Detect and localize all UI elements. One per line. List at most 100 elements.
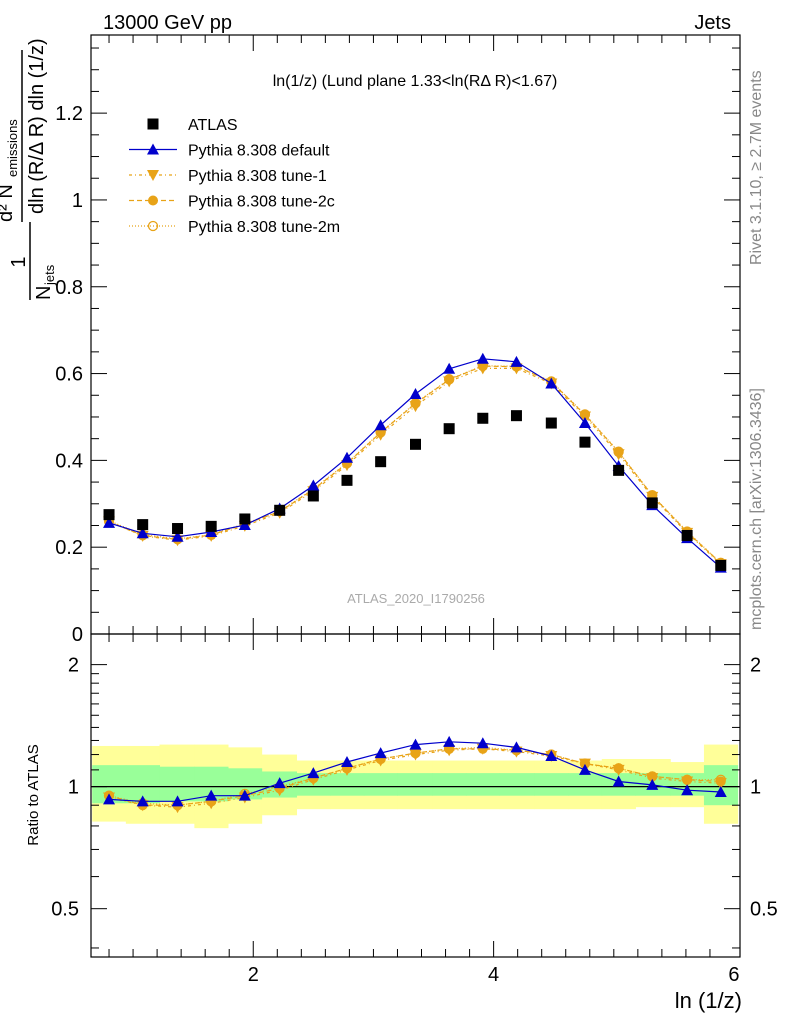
pythia-8-308-default-ratio-point [443, 735, 456, 747]
atlas-point [410, 438, 421, 450]
pythia-8-308-default-ratio-point [578, 763, 591, 775]
pythia-8-308-default-point [103, 516, 116, 528]
y-tick-label: 0.8 [55, 277, 83, 299]
pythia-8-308-default-point [476, 352, 489, 364]
atlas-point [443, 423, 455, 435]
atlas-point [341, 474, 353, 486]
pythia-8-308-default-ratio-point [476, 737, 489, 749]
main-panel: 0 0.2 0.4 0.6 0.8 1 1.2 ln(1/z) (Lund plane 1.… [0, 34, 741, 646]
ratio-frame [90, 633, 741, 958]
y-axis-label: 1 N jets d² N emissions dln (R/Δ R) dln … [0, 38, 57, 300]
pythia-8-308-default-ratio-point [307, 767, 320, 779]
pythia-8-308-default-point [578, 417, 591, 429]
legend-item-pythia-8-308-default: Pythia 8.308 default [129, 143, 330, 160]
band-inner-bin [397, 773, 433, 796]
atlas-point [715, 559, 727, 571]
pythia-8-308-default-point [409, 387, 422, 399]
atlas-point [646, 497, 658, 509]
legend-item-pythia-8-308-tune-2c: Pythia 8.308 tune-2c [129, 194, 335, 211]
legend-label: Pythia 8.308 tune-2c [188, 194, 335, 211]
pythia-8-308-default-point [171, 530, 184, 542]
y-tick-label: 0.4 [55, 450, 83, 472]
pythia-8-308-default-point [307, 479, 320, 491]
legend: ATLAS Pythia 8.308 default Pythia 8.308 tu… [129, 117, 340, 236]
legend-item-pythia-8-308-tune-2m: Pythia 8.308 tune-2m [129, 219, 340, 236]
band-inner-bin [465, 773, 501, 796]
ratio-y-tick-label-right: 1 [750, 777, 761, 799]
atlas-point [307, 490, 319, 502]
pythia-8-308-tune-1-point [409, 401, 422, 413]
pythia-8-308-tune-1-point [646, 491, 659, 503]
pythia-8-308-default-point [340, 451, 353, 463]
band-inner-bin [432, 773, 467, 796]
atlas-point [103, 509, 115, 521]
band-inner-bin [499, 773, 535, 796]
pythia-8-308-tune-1-ratio-point [205, 798, 218, 810]
legend-marker [147, 170, 159, 181]
pythia-8-308-default-ratio-point [612, 775, 625, 787]
pythia-8-308-default-ratio-point [340, 756, 353, 768]
pythia-8-308-default-ratio-point [374, 747, 387, 759]
atlas-point [681, 529, 693, 541]
pythia-8-308-default-ratio-point [238, 789, 251, 801]
legend-label: Pythia 8.308 tune-1 [188, 168, 327, 185]
band-inner-bin [363, 773, 398, 796]
header-left: 13000 GeV pp [103, 12, 232, 34]
svg-text:dln (R/Δ R) dln (1/z): dln (R/Δ R) dln (1/z) [26, 38, 48, 214]
pythia-8-308-tune-1-ratio-point [374, 755, 387, 767]
pythia-8-308-default-ratio-point [545, 750, 558, 762]
pythia-8-308-tune-1-ratio-point [443, 745, 456, 757]
pythia-8-308-default-ratio-point [136, 795, 149, 807]
pythia-8-308-default-ratio-point [510, 741, 523, 753]
ratio-y-tick-label-right: 2 [750, 655, 761, 677]
pythia-8-308-tune-1-point [578, 411, 591, 423]
main-axes: 0 0.2 0.4 0.6 0.8 1 1.2 [55, 35, 740, 646]
legend-label: Pythia 8.308 tune-2m [188, 219, 340, 236]
ratio-y-label: Ratio to ATLAS [25, 744, 42, 845]
pythia-8-308-tune-1-ratio-point [714, 778, 727, 790]
atlas-point [477, 412, 489, 424]
band-inner-bin [330, 773, 365, 796]
y-tick-label: 0.6 [55, 364, 83, 386]
svg-text:N: N [33, 286, 55, 300]
x-tick-label: 6 [728, 964, 739, 986]
band-inner-bin [159, 766, 195, 802]
pythia-8-308-tune-1-ratio-point [340, 764, 353, 776]
svg-text:1: 1 [8, 256, 30, 267]
ratio-series-pythia-8-308-default [103, 735, 727, 807]
pythia-8-308-default-ratio-point [273, 777, 286, 789]
legend-item-pythia-8-308-tune-1: Pythia 8.308 tune-1 [129, 168, 327, 185]
x-tick-label: 4 [488, 964, 499, 986]
legend-marker [148, 195, 158, 206]
pythia-8-308-default-point [443, 362, 456, 374]
pythia-8-308-default-ratio-point [646, 778, 659, 790]
plot-title: ln(1/z) (Lund plane 1.33<ln(RΔ R)<1.67) [273, 73, 558, 90]
series-atlas [103, 410, 727, 571]
svg-text:d² N: d² N [0, 184, 17, 222]
analysis-watermark: ATLAS_2020_I1790256 [347, 591, 485, 606]
pythia-8-308-default-point [510, 355, 523, 367]
pythia-8-308-tune-1-ratio-point [646, 773, 659, 785]
pythia-8-308-default-ratio-point [103, 793, 116, 805]
legend-marker [147, 118, 159, 130]
legend-label: ATLAS [188, 117, 238, 134]
series-pythia-8-308-default [103, 352, 727, 573]
atlas-point [274, 504, 286, 516]
pythia-8-308-tune-1-ratio-point [681, 776, 694, 788]
atlas-point [205, 520, 217, 532]
ratio-panel: 0.5 0.5 1 1 2 2 2 4 6 Ratio to ATLAS ln (1/z) [25, 633, 778, 1013]
y-tick-label: 1 [72, 190, 83, 212]
atlas-point [172, 523, 184, 535]
y-tick-label: 0 [72, 624, 83, 646]
pythia-8-308-default-ratio-point [171, 795, 184, 807]
pythia-8-308-default-point [136, 527, 149, 539]
pythia-8-308-default-ratio-point [714, 786, 727, 798]
atlas-point [579, 436, 591, 448]
band-inner-bin [568, 773, 603, 796]
header-right: Jets [694, 12, 731, 34]
ratio-y-tick-label-right: 0.5 [750, 899, 778, 921]
legend-item-atlas: ATLAS [147, 117, 238, 134]
legend-label: Pythia 8.308 default [188, 143, 330, 160]
x-axis-label: ln (1/z) [675, 988, 742, 1013]
atlas-point [239, 513, 251, 525]
